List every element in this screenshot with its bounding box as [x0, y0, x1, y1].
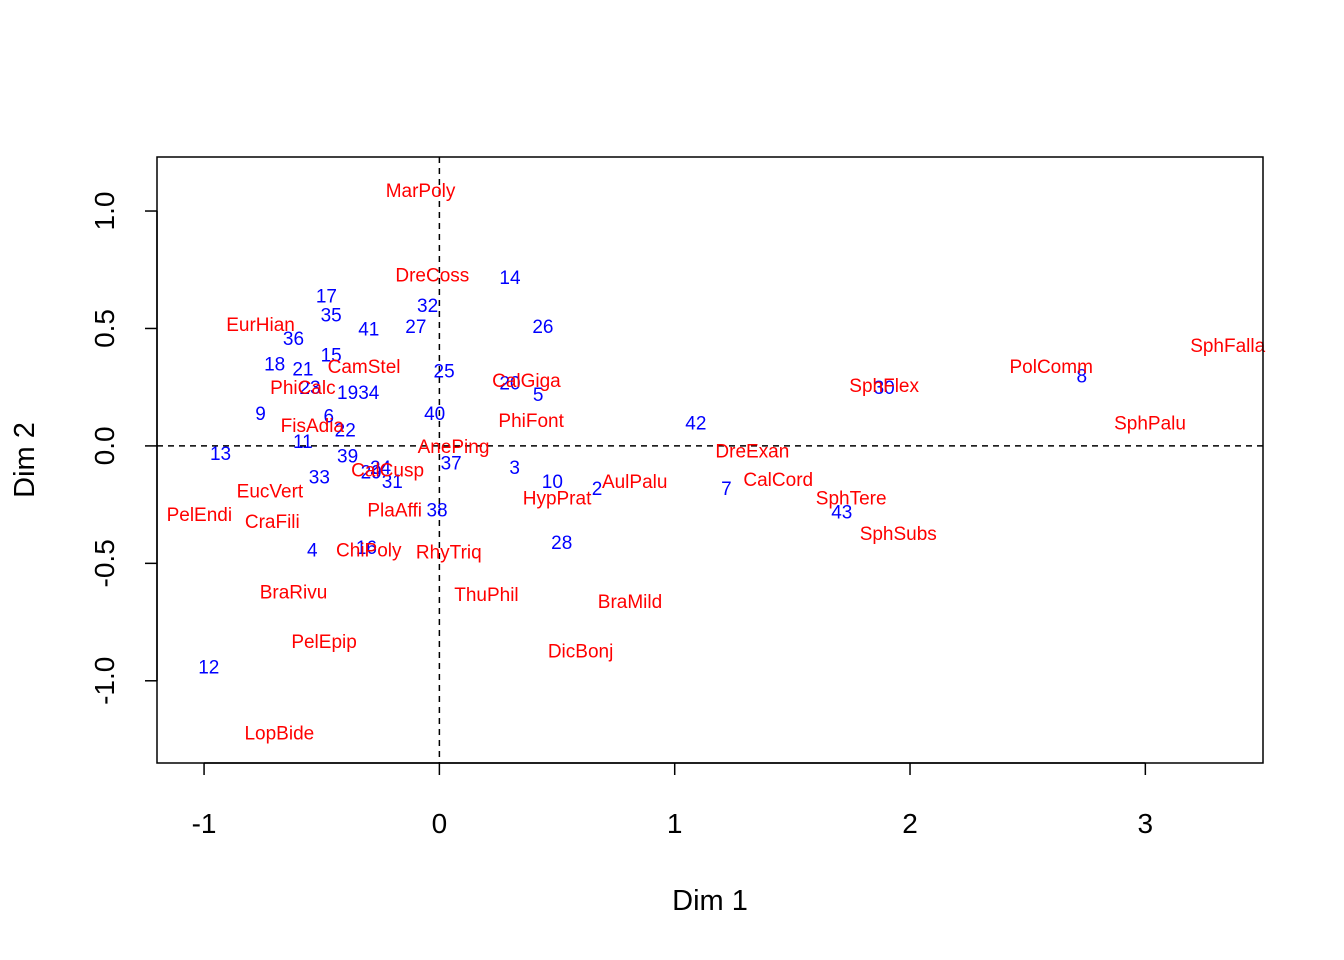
y-tick-label: -0.5 [89, 539, 120, 587]
variable-label: CalCusp [351, 460, 424, 481]
observation-label: 23 [299, 378, 320, 399]
variable-label: CalGiga [492, 371, 561, 392]
observation-label: 31 [382, 472, 403, 493]
observation-label: 22 [335, 420, 356, 441]
observation-label: 35 [321, 305, 342, 326]
x-tick-label: 1 [667, 808, 683, 839]
y-tick-label: -1.0 [89, 657, 120, 705]
variable-label: ThuPhil [454, 585, 518, 606]
variable-label: LopBide [244, 723, 314, 744]
x-tick-label: 2 [902, 808, 918, 839]
reference-lines [157, 157, 1263, 763]
observation-label: 36 [283, 329, 304, 350]
variable-label: PelEpip [291, 632, 357, 653]
observation-label: 17 [316, 287, 337, 308]
observation-label: 32 [417, 296, 438, 317]
y-tick-label: 0.5 [89, 309, 120, 348]
observation-label: 37 [441, 453, 462, 474]
observation-label: 42 [685, 413, 706, 434]
variable-label: SphFalla [1190, 336, 1265, 357]
observation-label: 30 [874, 378, 895, 399]
y-axis-title: Dim 2 [9, 422, 41, 498]
variable-label: MarPoly [386, 181, 456, 202]
variable-label: CraFili [245, 512, 300, 533]
observation-label: 25 [434, 362, 455, 383]
variable-label: SphFlex [849, 376, 919, 397]
variable-label: DreCoss [395, 265, 469, 286]
variable-label: DicBonj [548, 641, 613, 662]
variable-label: EurHian [226, 315, 295, 336]
observation-label: 24 [370, 458, 392, 479]
variable-label: PelEndi [167, 505, 233, 526]
variable-label: EucVert [237, 482, 304, 503]
y-tick-label: 1.0 [89, 192, 120, 231]
observation-label: 33 [309, 467, 330, 488]
observation-label: 20 [499, 373, 520, 394]
variable-label: PlaAffi [367, 500, 422, 521]
variable-label: HypPrat [523, 489, 592, 510]
observation-label: 26 [532, 317, 553, 338]
observation-label: 43 [831, 503, 852, 524]
observation-label: 8 [1077, 366, 1088, 387]
variable-label: AulPalu [602, 472, 668, 493]
observation-label: 29 [361, 463, 382, 484]
observation-label: 34 [358, 383, 380, 404]
observation-label: 27 [405, 317, 426, 338]
variable-label: PhiCalc [270, 378, 335, 399]
x-tick-label: 0 [432, 808, 448, 839]
observation-label: 4 [307, 540, 318, 561]
observation-label: 9 [255, 404, 266, 425]
x-axis-title: Dim 1 [672, 885, 748, 917]
observation-label: 40 [424, 404, 445, 425]
variable-label: BraMild [598, 592, 662, 613]
observation-label: 16 [356, 538, 377, 559]
observation-label: 28 [551, 533, 572, 554]
observation-label: 19 [337, 383, 358, 404]
variable-label: CalCord [743, 470, 813, 491]
observation-label: 18 [264, 355, 285, 376]
variable-label: BraRivu [260, 583, 328, 604]
variable-label: RhyTriq [416, 543, 482, 564]
observation-label: 41 [358, 319, 379, 340]
variable-label: PolComm [1010, 357, 1093, 378]
observation-label: 2 [592, 479, 603, 500]
observation-label: 11 [293, 432, 313, 453]
observation-label: 14 [499, 268, 521, 289]
variable-label: SphPalu [1114, 413, 1186, 434]
observation-label: 6 [323, 406, 334, 427]
x-tick-label: -1 [192, 808, 217, 839]
variable-label: DreExan [715, 442, 789, 463]
x-tick-label: 3 [1138, 808, 1154, 839]
variable-label: PhiFont [498, 411, 564, 432]
variable-label: CamStel [328, 357, 401, 378]
plot-frame [156, 156, 1264, 764]
observation-label: 7 [721, 479, 732, 500]
observation-label: 10 [542, 472, 563, 493]
variable-label: ChiPoly [336, 540, 402, 561]
y-tick-label: 0.0 [89, 426, 120, 465]
observation-label: 38 [426, 500, 447, 521]
observation-label: 39 [337, 446, 358, 467]
variable-label: SphSubs [860, 524, 937, 545]
observation-label: 21 [292, 359, 313, 380]
observation-label: 13 [210, 444, 231, 465]
variable-label: SphTere [816, 489, 887, 510]
observation-label: 15 [321, 345, 342, 366]
variable-label: AnePing [418, 437, 490, 458]
observation-label: 5 [533, 385, 544, 406]
observation-label: 3 [509, 458, 520, 479]
variable-label: FisAdia [281, 416, 345, 437]
observation-label: 12 [198, 658, 219, 679]
